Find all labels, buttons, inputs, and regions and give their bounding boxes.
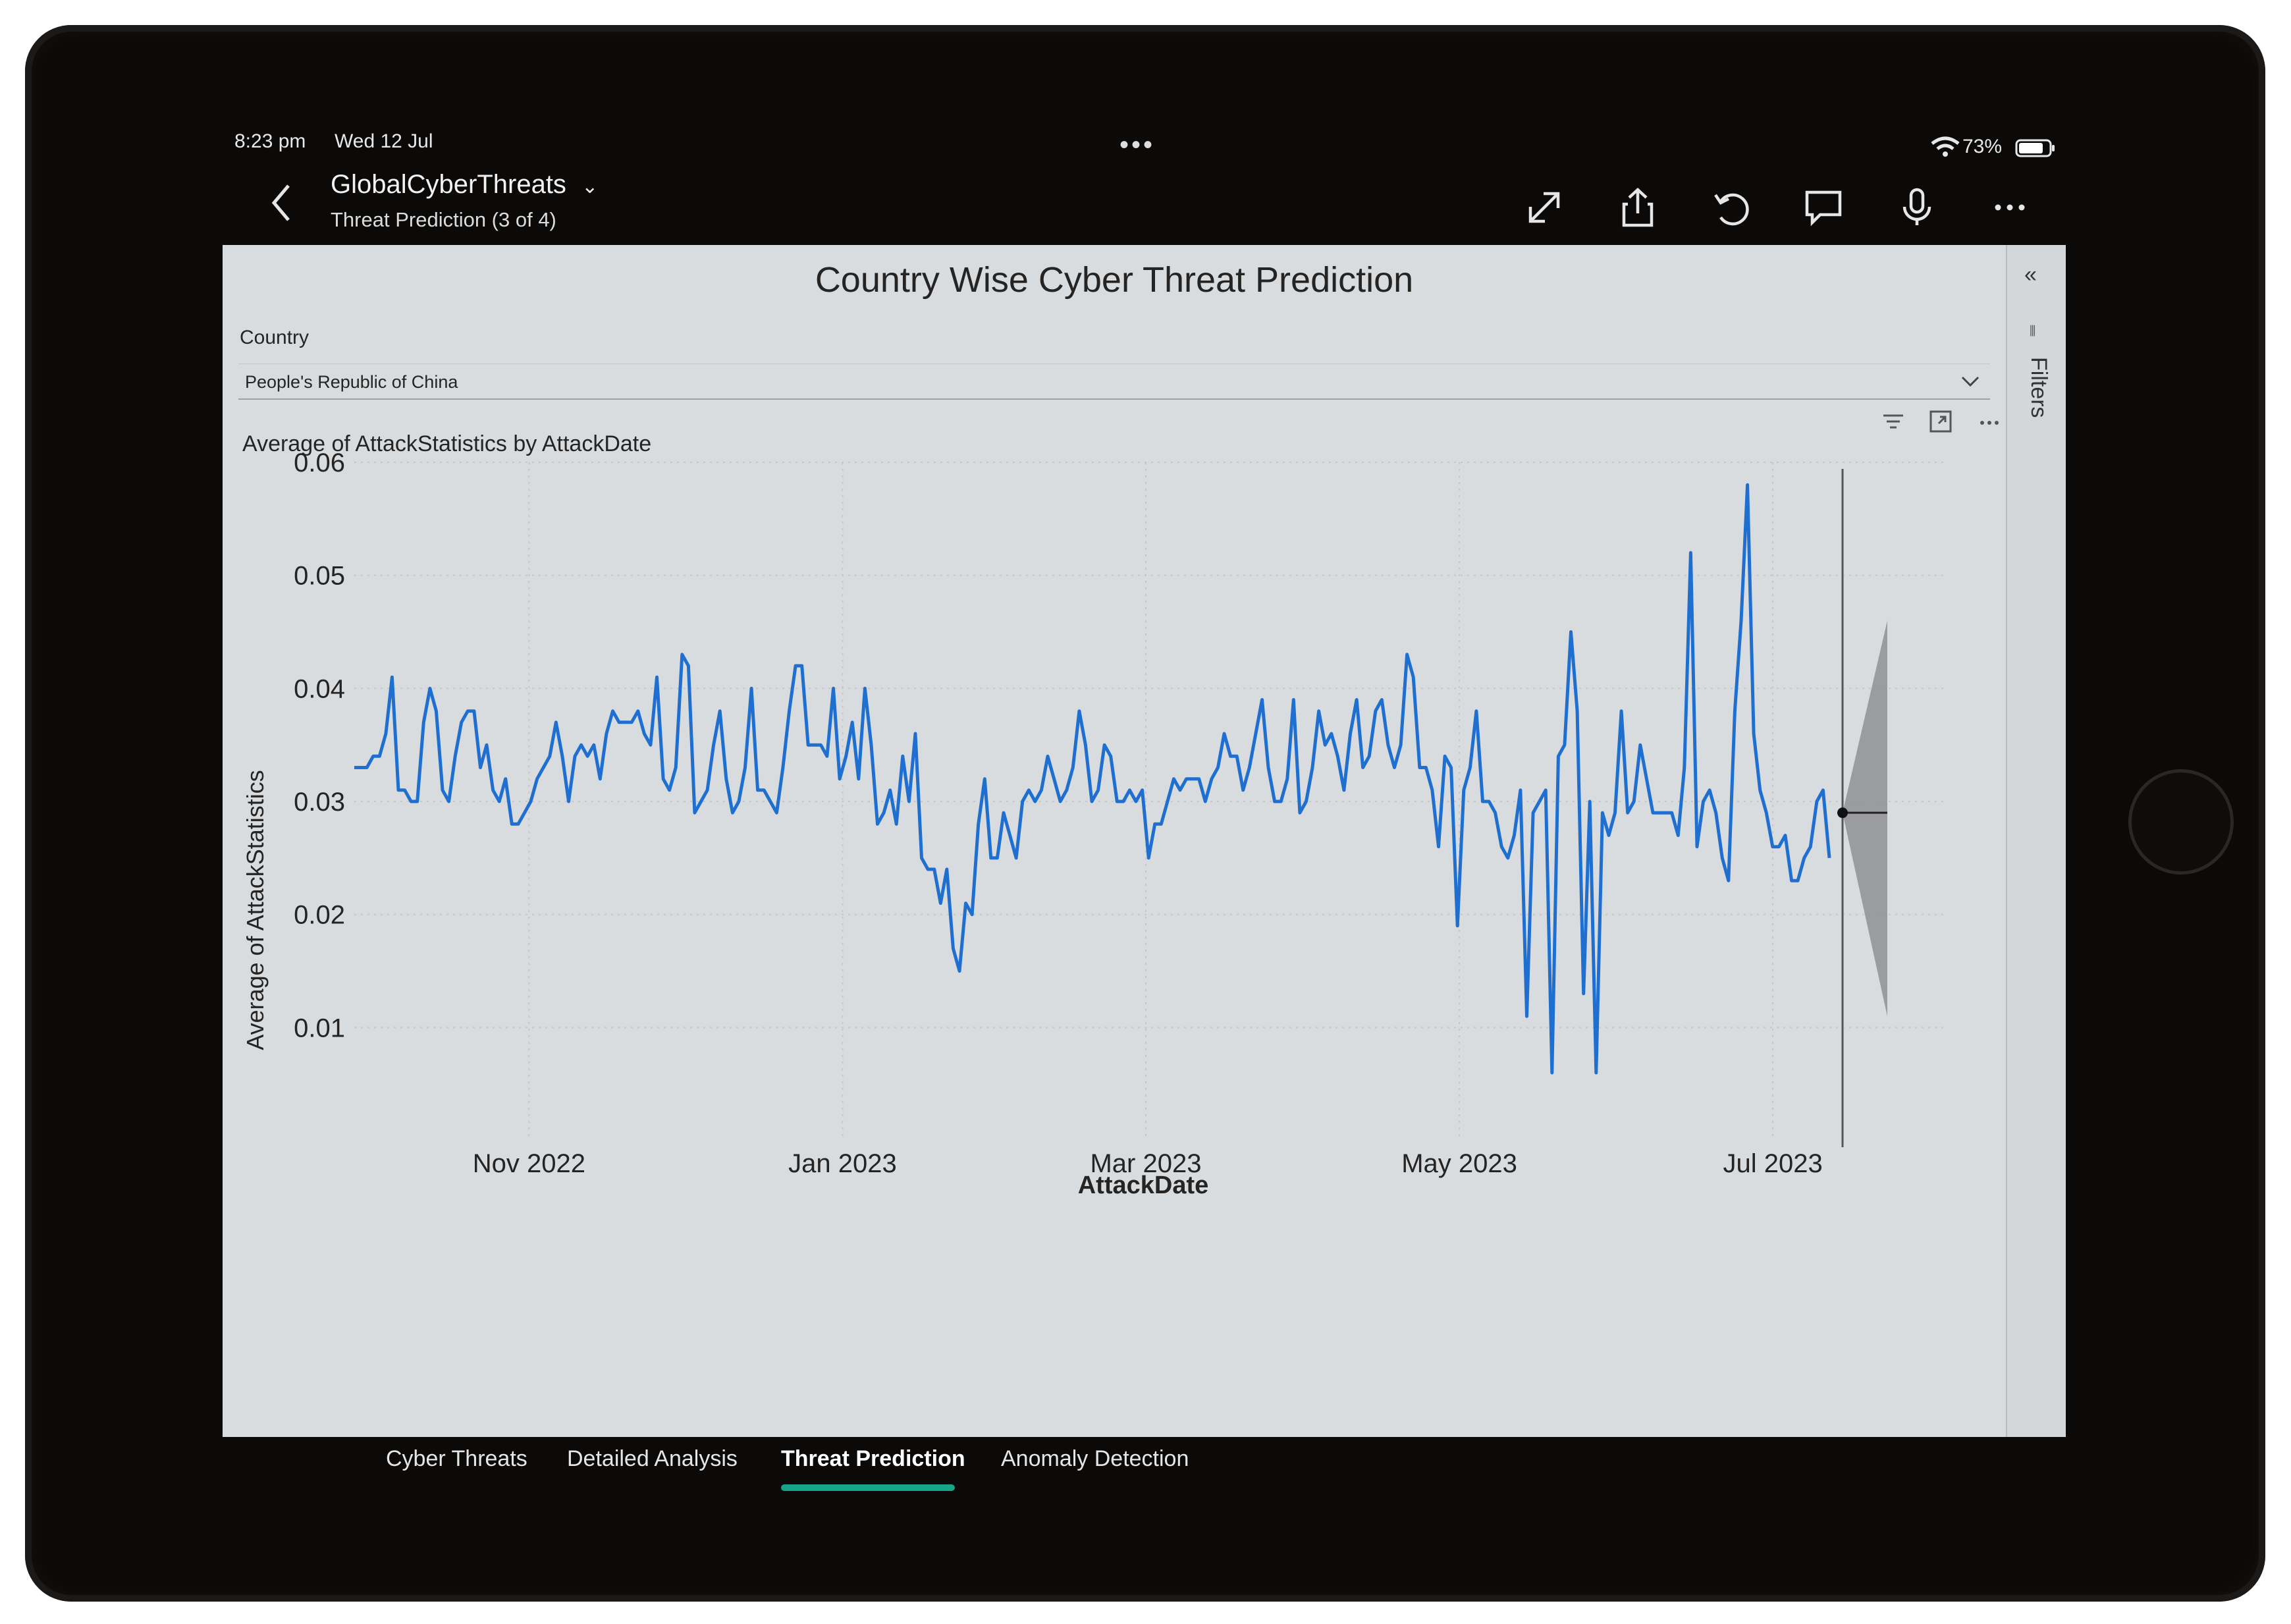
filter-icon[interactable] — [1877, 405, 1910, 438]
status-date: Wed 12 Jul — [335, 130, 433, 152]
country-slicer[interactable]: People's Republic of China — [238, 364, 1990, 400]
series-line[interactable] — [354, 483, 1831, 1075]
microphone-icon[interactable] — [1894, 184, 1940, 230]
active-tab-indicator — [781, 1484, 955, 1491]
y-tick-label: 0.01 — [294, 1014, 345, 1042]
x-tick-label: Mar 2023 — [1090, 1149, 1201, 1178]
filters-label[interactable]: Filters — [2026, 357, 2051, 418]
more-icon[interactable] — [1987, 184, 2033, 230]
filters-pane[interactable]: « ⫴ — [2006, 245, 2066, 1437]
page-title: Country Wise Cyber Threat Prediction — [815, 260, 1414, 300]
tab-detailed-analysis[interactable]: Detailed Analysis — [567, 1446, 738, 1471]
x-axis-label: AttackDate — [1078, 1172, 1209, 1199]
visual-more-icon[interactable] — [1973, 405, 2006, 438]
collapse-icon[interactable]: « — [2024, 262, 2037, 287]
y-tick-label: 0.03 — [294, 788, 345, 817]
page-indicator: Threat Prediction (3 of 4) — [331, 208, 556, 231]
x-tick-label: Nov 2022 — [473, 1149, 585, 1178]
y-tick-label: 0.06 — [294, 448, 345, 477]
status-time: 8:23 pm — [234, 130, 306, 152]
y-tick-label: 0.02 — [294, 901, 345, 930]
chevron-down-icon — [1957, 368, 1983, 394]
forecast-confidence-band — [1843, 620, 1887, 1017]
focus-mode-icon[interactable] — [1924, 405, 1957, 438]
line-chart: 0.01 0.02 0.03 0.04 0.05 0.06 Nov 2022 Jan 202… — [242, 448, 1948, 1199]
back-button[interactable] — [263, 176, 303, 229]
tab-anomaly-detection[interactable]: Anomaly Detection — [1001, 1446, 1189, 1471]
x-tick-label: May 2023 — [1401, 1149, 1517, 1178]
expand-icon[interactable] — [1521, 184, 1567, 230]
x-tick-label: Jul 2023 — [1723, 1149, 1823, 1178]
tab-cyber-threats[interactable]: Cyber Threats — [386, 1446, 527, 1471]
share-icon[interactable] — [1615, 184, 1661, 230]
battery-percent: 73% — [1962, 136, 2003, 157]
comment-icon[interactable] — [1800, 184, 1846, 230]
tab-threat-prediction[interactable]: Threat Prediction — [781, 1446, 965, 1471]
wifi-icon — [1929, 136, 1961, 158]
y-tick-label: 0.04 — [294, 674, 345, 703]
page-tabs: Cyber Threats Detailed Analysis Threat P… — [223, 1437, 2064, 1509]
y-axis-label: Average of AttackStatistics — [242, 770, 269, 1050]
forecast-point[interactable] — [1837, 807, 1848, 819]
country-slicer-label: Country — [240, 327, 310, 348]
report-canvas: Country Wise Cyber Threat Prediction Cou… — [223, 245, 2066, 1437]
undo-icon[interactable] — [1708, 184, 1754, 230]
chevron-down-icon: ⌄ — [581, 176, 599, 198]
x-tick-label: Jan 2023 — [788, 1149, 897, 1178]
report-name-label: GlobalCyberThreats — [331, 170, 566, 199]
visual-title: Average of AttackStatistics by AttackDat… — [242, 431, 652, 456]
country-slicer-value: People's Republic of China — [245, 372, 458, 392]
y-tick-label: 0.05 — [294, 562, 345, 591]
filter-pane-icon: ⫴ — [2030, 323, 2036, 339]
battery-icon — [2015, 138, 2055, 158]
home-button[interactable] — [2128, 769, 2234, 875]
multitask-dots-icon[interactable]: ••• — [1119, 130, 1156, 159]
report-name[interactable]: GlobalCyberThreats ⌄ — [331, 170, 598, 200]
